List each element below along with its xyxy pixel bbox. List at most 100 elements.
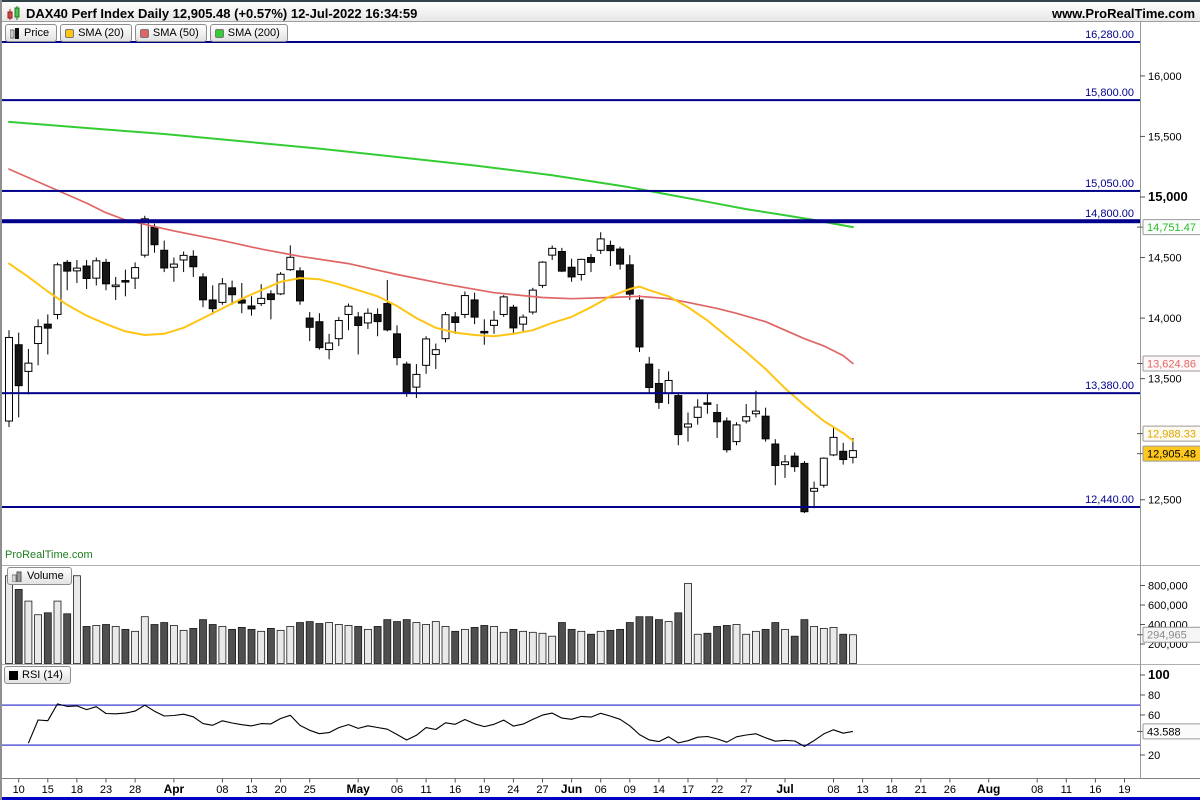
volume-bar — [577, 630, 586, 664]
sma200-swatch-icon — [214, 28, 224, 38]
candle-body — [732, 424, 741, 443]
price-tick-label: 16,000 — [1148, 71, 1182, 83]
rsi-level-line — [2, 744, 1140, 746]
support-resistance-line — [2, 392, 1140, 395]
x-axis-label: Apr — [164, 782, 185, 796]
candle-body — [257, 297, 266, 305]
candle-body — [616, 248, 625, 265]
price-tick-label: 13,500 — [1148, 374, 1182, 386]
rsi-level-line — [2, 704, 1140, 706]
hline-label: 12,440.00 — [1085, 494, 1134, 506]
candle-body — [140, 218, 149, 256]
candle-body — [354, 316, 363, 326]
volume-legend-button[interactable]: Volume — [7, 567, 72, 585]
candle-body — [111, 284, 120, 288]
volume-bar — [441, 626, 450, 664]
prorealtime-watermark: ProRealTime.com — [5, 549, 93, 561]
candle-body — [800, 462, 809, 513]
volume-bar — [286, 626, 295, 664]
price-tick-label: 14,000 — [1148, 313, 1182, 325]
candle-wick — [609, 240, 611, 267]
volume-bar — [257, 630, 266, 664]
rsi-tick-label: 60 — [1148, 710, 1160, 722]
price-badge: 12,905.48 — [1147, 449, 1196, 461]
candle-body — [587, 257, 595, 263]
volume-bar — [635, 616, 644, 664]
x-axis-label: 06 — [391, 784, 403, 796]
candle-body — [693, 406, 702, 418]
x-axis-label: 20 — [274, 784, 286, 796]
sma200-legend-button[interactable]: SMA (200) — [209, 24, 288, 42]
candle-body — [509, 306, 518, 329]
candle-wick — [183, 251, 185, 273]
candle-body — [102, 261, 110, 285]
x-axis-label: 14 — [653, 784, 665, 796]
price-legend-button[interactable]: Price — [5, 24, 58, 42]
volume-bar — [189, 628, 198, 664]
x-axis-label: 11 — [1061, 784, 1072, 796]
x-axis-label: 09 — [624, 784, 636, 796]
rsi-badge: 43.588 — [1147, 726, 1181, 738]
volume-bar — [373, 626, 382, 664]
candle-body — [72, 267, 81, 272]
rsi-line — [27, 703, 854, 747]
x-axis-label: Jun — [561, 782, 582, 796]
volume-legend: Volume — [7, 567, 72, 585]
candle-body — [480, 330, 489, 334]
volume-bar — [5, 575, 13, 664]
x-axis-label: 08 — [827, 784, 839, 796]
candle-body — [412, 373, 421, 388]
candle-body — [276, 273, 285, 295]
volume-bar — [771, 622, 780, 664]
candle-wick — [435, 343, 437, 369]
sma50-legend-button[interactable]: SMA (50) — [134, 24, 207, 42]
sma20-legend-button[interactable]: SMA (20) — [60, 24, 132, 42]
volume-bar — [849, 634, 857, 664]
rsi-legend-button[interactable]: RSI (14) — [4, 666, 71, 684]
volume-bar — [102, 624, 110, 664]
candle-body — [373, 313, 382, 323]
volume-bar — [111, 626, 120, 664]
candle-body — [43, 323, 52, 329]
x-axis-label: May — [347, 782, 371, 796]
x-axis-label: 10 — [13, 784, 25, 796]
website-link[interactable]: www.ProRealTime.com — [1051, 6, 1195, 21]
x-axis-label: 18 — [886, 784, 898, 796]
price-badge-box — [1142, 219, 1200, 236]
candle-body — [325, 342, 334, 351]
volume-bar — [140, 616, 149, 664]
volume-bar — [732, 624, 741, 664]
volume-bar — [179, 629, 188, 664]
sma200-line — [8, 120, 854, 229]
candle-body — [751, 410, 760, 415]
candle-wick — [66, 259, 68, 291]
candle-body — [722, 420, 731, 451]
candle-body — [344, 305, 353, 315]
window-bottom-edge — [2, 797, 1200, 800]
candle-body — [92, 260, 101, 279]
candle-wick — [357, 312, 359, 355]
candle-body — [5, 336, 13, 422]
volume-bar — [713, 626, 721, 664]
volume-bar — [703, 632, 712, 664]
candle-body — [790, 455, 799, 468]
volume-bar — [325, 622, 334, 664]
rsi-legend: RSI (14) — [4, 666, 71, 684]
candle-body — [519, 316, 528, 325]
volume-bar — [480, 625, 489, 664]
volume-bar — [490, 626, 498, 664]
candle-body — [199, 276, 207, 301]
candle-body — [848, 450, 857, 458]
volume-bar — [528, 631, 537, 664]
candle-wick — [348, 303, 349, 331]
volume-bar — [73, 575, 81, 664]
candle-wick — [377, 308, 379, 337]
volume-bar — [276, 629, 285, 664]
rsi-legend-label: RSI (14) — [22, 669, 63, 681]
candle-body — [334, 320, 343, 340]
rsi-square-icon — [9, 670, 18, 680]
price-tick-label: 15,500 — [1148, 131, 1182, 143]
volume-bar — [247, 628, 256, 664]
volume-bar — [344, 625, 353, 664]
